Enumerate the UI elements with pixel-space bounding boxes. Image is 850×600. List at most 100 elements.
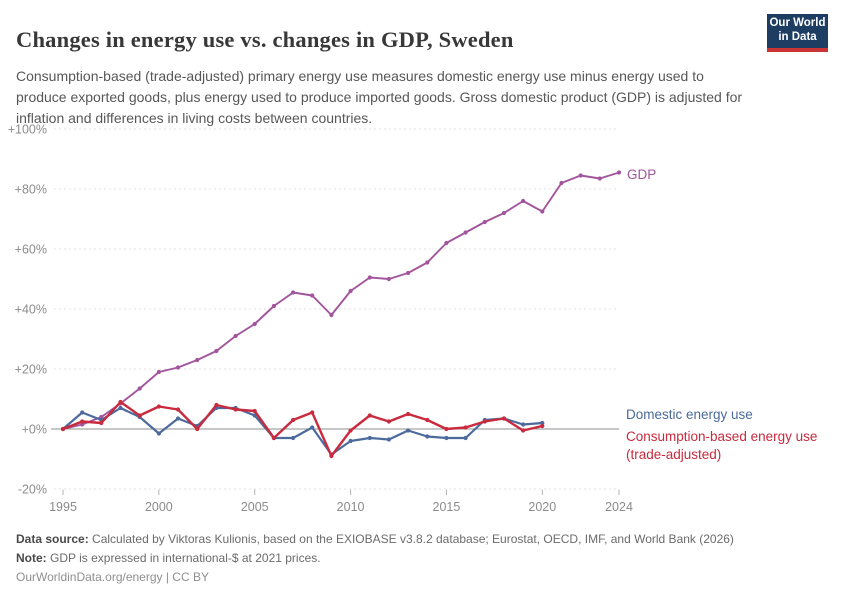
series-label-domestic-energy: Domestic energy use: [626, 407, 753, 422]
data-point-marker: [444, 240, 449, 246]
data-point-marker: [195, 357, 200, 363]
data-point-marker: [99, 420, 104, 426]
data-point-marker: [406, 428, 411, 433]
data-point-marker: [348, 288, 353, 294]
owid-logo[interactable]: Our World in Data: [767, 14, 828, 52]
x-axis-tick-label: 2024: [605, 500, 633, 514]
data-point-marker: [521, 428, 526, 433]
data-point-marker: [463, 230, 468, 235]
data-point-marker: [329, 453, 334, 459]
series-line: [61, 400, 544, 458]
data-point-marker: [540, 420, 545, 426]
data-point-marker: [291, 417, 296, 423]
data-point-marker: [118, 399, 123, 405]
data-point-marker: [444, 426, 449, 432]
data-point-marker: [175, 365, 181, 370]
data-source-label: Data source:: [16, 532, 89, 546]
data-point-marker: [60, 426, 66, 432]
note-text: GDP is expressed in international-$ at 2…: [46, 551, 321, 565]
data-point-marker: [214, 348, 219, 354]
y-axis-tick-label: +100%: [8, 123, 47, 137]
data-point-marker: [540, 423, 545, 429]
page-title: Changes in energy use vs. changes in GDP…: [16, 27, 514, 53]
data-point-marker: [156, 431, 161, 436]
data-point-marker: [501, 416, 507, 421]
data-point-marker: [80, 410, 85, 415]
data-point-marker: [386, 419, 391, 424]
data-point-marker: [252, 408, 257, 414]
data-point-marker: [463, 435, 468, 441]
data-point-marker: [578, 173, 583, 178]
data-point-marker: [482, 219, 487, 225]
x-axis-tick-label: 1995: [49, 500, 77, 514]
data-point-marker: [156, 369, 161, 375]
data-point-marker: [233, 407, 238, 412]
data-point-marker: [425, 260, 430, 265]
data-point-marker: [80, 422, 85, 427]
data-point-marker: [291, 435, 296, 441]
data-point-marker: [271, 435, 276, 441]
x-axis-tick-label: 2015: [433, 500, 461, 514]
data-point-marker: [348, 438, 353, 444]
data-point-marker: [463, 425, 468, 430]
y-axis-tick-label: +20%: [15, 363, 47, 377]
data-point-marker: [406, 411, 411, 417]
data-point-marker: [156, 404, 161, 409]
data-point-marker: [118, 405, 123, 411]
y-axis-tick-label: +40%: [15, 303, 47, 317]
y-axis-tick-label: +80%: [15, 183, 47, 197]
data-point-marker: [367, 435, 372, 441]
note-line: Note: GDP is expressed in international-…: [16, 549, 734, 568]
series-label-gdp: GDP: [627, 167, 657, 182]
data-point-marker: [175, 416, 181, 421]
data-point-marker: [406, 270, 411, 276]
data-point-marker: [214, 402, 219, 408]
data-point-marker: [521, 198, 526, 204]
data-point-marker: [252, 321, 257, 327]
data-point-marker: [137, 386, 142, 391]
data-point-marker: [616, 170, 622, 175]
data-point-marker: [195, 426, 200, 432]
data-point-marker: [521, 422, 526, 427]
data-point-marker: [329, 312, 334, 318]
data-point-marker: [310, 293, 315, 298]
data-point-marker: [425, 417, 430, 423]
data-point-marker: [597, 176, 602, 181]
data-point-marker: [482, 419, 487, 424]
data-point-marker: [559, 180, 564, 186]
owid-logo-line2: in Data: [778, 30, 817, 43]
data-point-marker: [310, 425, 315, 430]
data-point-marker: [540, 209, 545, 214]
x-axis-tick-label: 2005: [241, 500, 269, 514]
data-source-text: Calculated by Viktoras Kulionis, based o…: [88, 532, 734, 546]
chart-subtitle: Consumption-based (trade-adjusted) prima…: [16, 68, 743, 126]
y-axis-tick-label: -20%: [18, 483, 47, 497]
y-axis-tick-label: +0%: [22, 423, 47, 437]
owid-logo-line1: Our World: [769, 17, 826, 29]
data-point-marker: [386, 276, 391, 282]
series-line: [62, 171, 620, 430]
data-point-marker: [367, 413, 372, 418]
x-axis-tick-label: 2020: [528, 500, 556, 514]
chart-footer: Data source: Calculated by Viktoras Kuli…: [16, 530, 734, 587]
data-point-marker: [233, 333, 238, 339]
series-line: [61, 406, 544, 456]
series-label-consumption-energy-line2: (trade-adjusted): [626, 447, 722, 462]
y-axis-tick-label: +60%: [15, 243, 47, 257]
credit-line[interactable]: OurWorldinData.org/energy | CC BY: [16, 570, 209, 584]
data-point-marker: [425, 434, 430, 439]
x-axis-tick-label: 2010: [337, 500, 365, 514]
data-point-marker: [444, 435, 449, 441]
data-point-marker: [137, 413, 142, 418]
x-axis-tick-label: 2000: [145, 500, 173, 514]
data-point-marker: [501, 210, 507, 216]
data-point-marker: [367, 275, 372, 280]
note-label: Note:: [16, 551, 47, 565]
data-point-marker: [271, 303, 276, 309]
data-point-marker: [175, 407, 181, 412]
data-point-marker: [348, 428, 353, 433]
data-point-marker: [291, 290, 296, 295]
data-point-marker: [80, 419, 85, 424]
